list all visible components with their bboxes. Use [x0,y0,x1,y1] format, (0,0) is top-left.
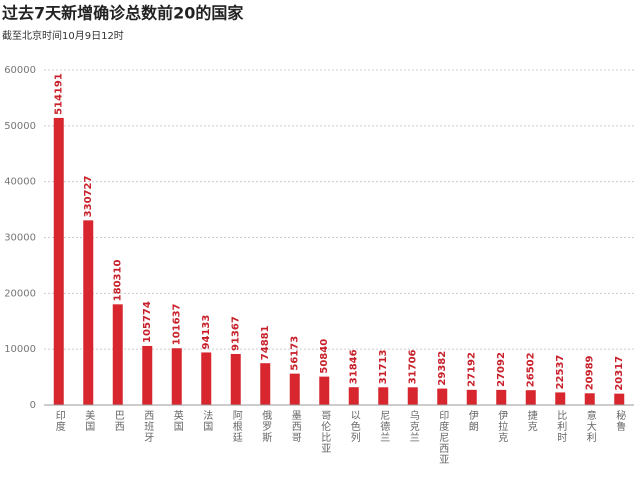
value-label: 56173 [290,336,301,371]
y-tick-label: 30000 [4,233,36,244]
bar [407,387,418,405]
bar [437,388,448,405]
bar [378,387,389,405]
value-label: 105774 [142,301,153,343]
x-tick-label: 尼德兰 [378,410,390,443]
x-tick-label: 巴西 [112,410,124,432]
value-label: 91367 [231,316,242,351]
value-label: 180310 [113,260,124,302]
x-tick-label: 以色列 [348,410,360,443]
y-tick-label: 40000 [4,177,36,188]
bar [348,387,359,405]
value-label: 27092 [496,352,507,387]
value-label: 31713 [378,349,389,384]
bar [525,390,536,405]
value-label: 20989 [585,355,596,390]
value-label: 20317 [614,356,625,391]
x-tick-label: 俄罗斯 [260,410,272,443]
y-tick-label: 20000 [4,288,36,299]
bar [496,389,507,405]
value-label: 101637 [172,303,183,345]
value-label: 31706 [408,349,419,384]
x-tick-label: 捷克 [525,409,537,432]
x-tick-label: 印度尼西亚 [437,410,449,465]
bar [260,363,271,405]
x-tick-label: 秘鲁 [614,409,626,432]
x-tick-label: 墨西哥 [289,410,301,443]
bar [142,345,153,405]
bar [171,348,182,405]
x-tick-label: 英国 [171,409,183,432]
value-label: 74881 [260,325,271,360]
x-tick-label: 比利时 [555,410,567,443]
x-tick-label: 印度 [53,410,65,432]
x-tick-label: 西班牙 [142,410,154,443]
y-tick-label: 10000 [4,344,36,355]
x-tick-label: 美国 [83,409,95,432]
x-tick-label: 意大利 [584,409,596,443]
value-label: 514191 [54,73,65,115]
value-label: 50840 [319,339,330,374]
bar [201,352,212,405]
x-tick-label: 乌克兰 [407,409,419,443]
x-tick-label: 伊朗 [466,410,478,432]
y-tick-label: 50000 [4,121,36,132]
bar [112,304,123,405]
bar [614,393,625,405]
value-label: 27192 [467,352,478,387]
bar [584,393,595,405]
y-tick-label: 60000 [4,65,36,76]
value-label: 22537 [555,355,566,390]
x-tick-label: 阿根廷 [230,410,242,443]
bar [555,392,566,405]
value-label: 94133 [201,315,212,350]
bar [319,376,330,405]
bar [83,220,94,405]
value-label: 29382 [437,351,448,386]
y-tick-label: 0 [30,400,36,411]
bar [466,389,477,405]
value-label: 26502 [526,352,537,387]
value-label: 330727 [83,176,94,218]
x-tick-label: 哥伦比亚 [319,410,331,454]
bar [53,117,64,405]
x-tick-label: 法国 [201,409,213,432]
chart-subtitle: 截至北京时间10月9日12时 [2,29,124,42]
value-label: 31846 [349,349,360,384]
bar [230,353,241,405]
bar [289,373,300,405]
x-tick-label: 伊拉克 [496,410,508,443]
chart-title: 过去7天新增确诊总数前20的国家 [2,4,244,23]
